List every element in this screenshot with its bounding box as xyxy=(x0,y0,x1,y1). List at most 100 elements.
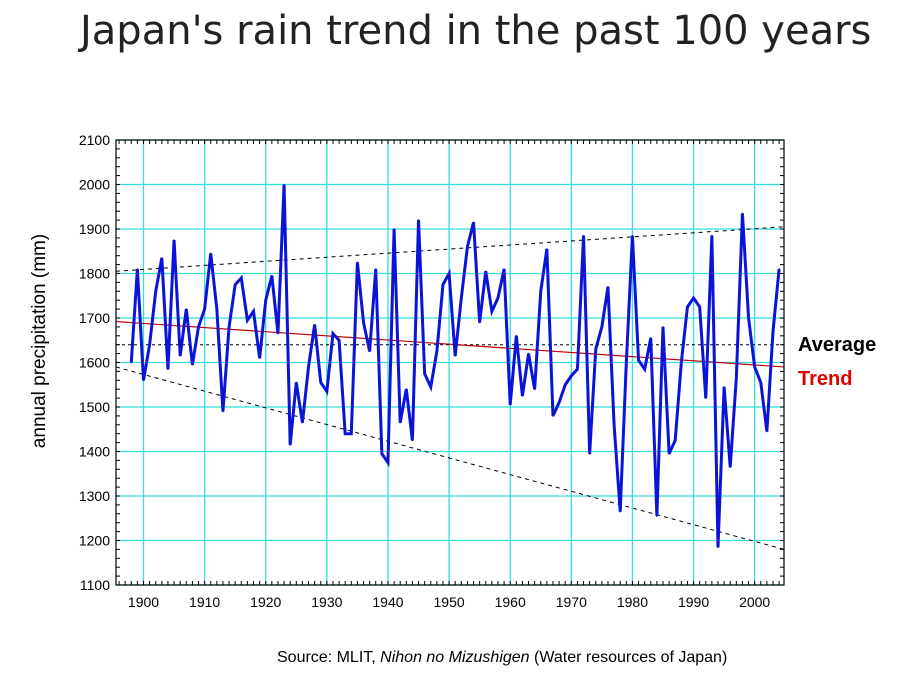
x-tick-label: 1920 xyxy=(250,594,281,610)
data-point xyxy=(704,397,707,399)
x-tick-label: 1990 xyxy=(678,594,709,610)
data-point xyxy=(258,357,261,359)
x-tick-label: 1900 xyxy=(128,594,159,610)
data-point xyxy=(436,350,438,353)
x-tick-label: 1980 xyxy=(617,594,648,610)
x-tick-label: 2000 xyxy=(739,594,770,610)
data-point xyxy=(429,386,432,388)
data-point xyxy=(136,268,139,270)
y-tick-label: 1800 xyxy=(79,266,110,282)
data-point xyxy=(497,297,499,299)
data-point xyxy=(698,306,701,308)
average-label: Average xyxy=(798,334,877,356)
data-point xyxy=(283,183,285,186)
x-tick-label: 1970 xyxy=(556,594,587,610)
source-title: Nihon no Mizushigen xyxy=(380,649,530,666)
y-tick-label: 1200 xyxy=(79,533,110,549)
data-point xyxy=(313,323,316,326)
y-tick-label: 1400 xyxy=(79,444,110,460)
data-point xyxy=(423,372,426,375)
chart-title: Japan's rain trend in the past 100 years xyxy=(80,8,872,54)
data-point xyxy=(711,234,713,237)
data-point xyxy=(161,257,163,259)
data-point xyxy=(484,270,487,273)
data-point xyxy=(576,368,579,370)
data-point xyxy=(179,355,181,357)
data-point xyxy=(405,388,408,391)
data-point xyxy=(417,219,420,221)
y-tick-label: 1600 xyxy=(79,355,110,371)
data-point xyxy=(374,268,377,270)
data-point xyxy=(503,268,505,270)
data-point xyxy=(491,310,493,313)
data-point xyxy=(607,286,609,288)
data-point xyxy=(625,361,628,364)
y-tick-label: 1300 xyxy=(79,488,110,504)
data-point xyxy=(772,330,774,333)
data-point xyxy=(564,383,567,386)
data-point xyxy=(521,395,524,397)
data-point xyxy=(344,432,346,435)
data-point xyxy=(301,421,304,424)
data-point xyxy=(332,332,334,335)
data-point xyxy=(546,248,548,250)
data-point xyxy=(729,466,732,468)
data-point xyxy=(167,368,169,370)
y-tick-label: 1500 xyxy=(79,399,110,415)
data-point xyxy=(723,386,725,388)
data-point xyxy=(674,439,677,442)
data-point xyxy=(637,359,640,362)
data-point xyxy=(442,283,444,286)
data-point xyxy=(448,272,450,275)
x-tick-label: 1940 xyxy=(372,594,403,610)
data-point xyxy=(191,363,194,366)
data-point xyxy=(252,310,255,313)
data-point xyxy=(356,261,359,264)
data-point xyxy=(466,246,469,248)
data-point xyxy=(747,317,750,319)
data-point xyxy=(326,390,328,393)
y-tick-label: 1700 xyxy=(79,310,110,326)
data-point xyxy=(753,366,756,368)
y-tick-label: 1100 xyxy=(80,577,110,593)
source-prefix: Source: MLIT, xyxy=(277,649,381,666)
data-point xyxy=(399,421,401,424)
data-point xyxy=(588,452,591,455)
data-point xyxy=(649,337,652,339)
y-tick-label: 1900 xyxy=(79,221,110,237)
data-point xyxy=(173,239,175,241)
lower-envelope-line xyxy=(115,366,785,550)
data-point xyxy=(240,277,243,279)
data-point xyxy=(539,290,542,293)
data-point xyxy=(619,510,622,513)
data-point xyxy=(216,308,218,310)
y-tick-label: 2000 xyxy=(79,177,110,193)
trend-line xyxy=(115,320,785,368)
data-point xyxy=(319,381,322,384)
data-point xyxy=(515,335,518,337)
data-point xyxy=(209,252,212,255)
x-tick-label: 1950 xyxy=(434,594,465,610)
data-point xyxy=(246,319,249,322)
data-point xyxy=(741,212,744,215)
data-point xyxy=(778,268,780,270)
data-point xyxy=(613,424,615,426)
source-note: Source: MLIT, Nihon no Mizushigen (Water… xyxy=(277,649,727,667)
data-point xyxy=(594,348,597,350)
data-point xyxy=(277,332,279,335)
data-point xyxy=(185,308,188,310)
data-point xyxy=(264,299,267,302)
data-point xyxy=(472,221,475,224)
data-point xyxy=(393,228,395,230)
data-point xyxy=(154,290,157,293)
data-point xyxy=(692,297,695,299)
data-point xyxy=(387,461,389,464)
data-point xyxy=(350,432,353,435)
data-point xyxy=(601,326,603,328)
data-point xyxy=(631,234,634,237)
x-tick-label: 1930 xyxy=(311,594,342,610)
source-suffix: (Water resources of Japan) xyxy=(529,649,728,666)
data-point xyxy=(289,444,291,446)
data-point xyxy=(533,388,536,391)
